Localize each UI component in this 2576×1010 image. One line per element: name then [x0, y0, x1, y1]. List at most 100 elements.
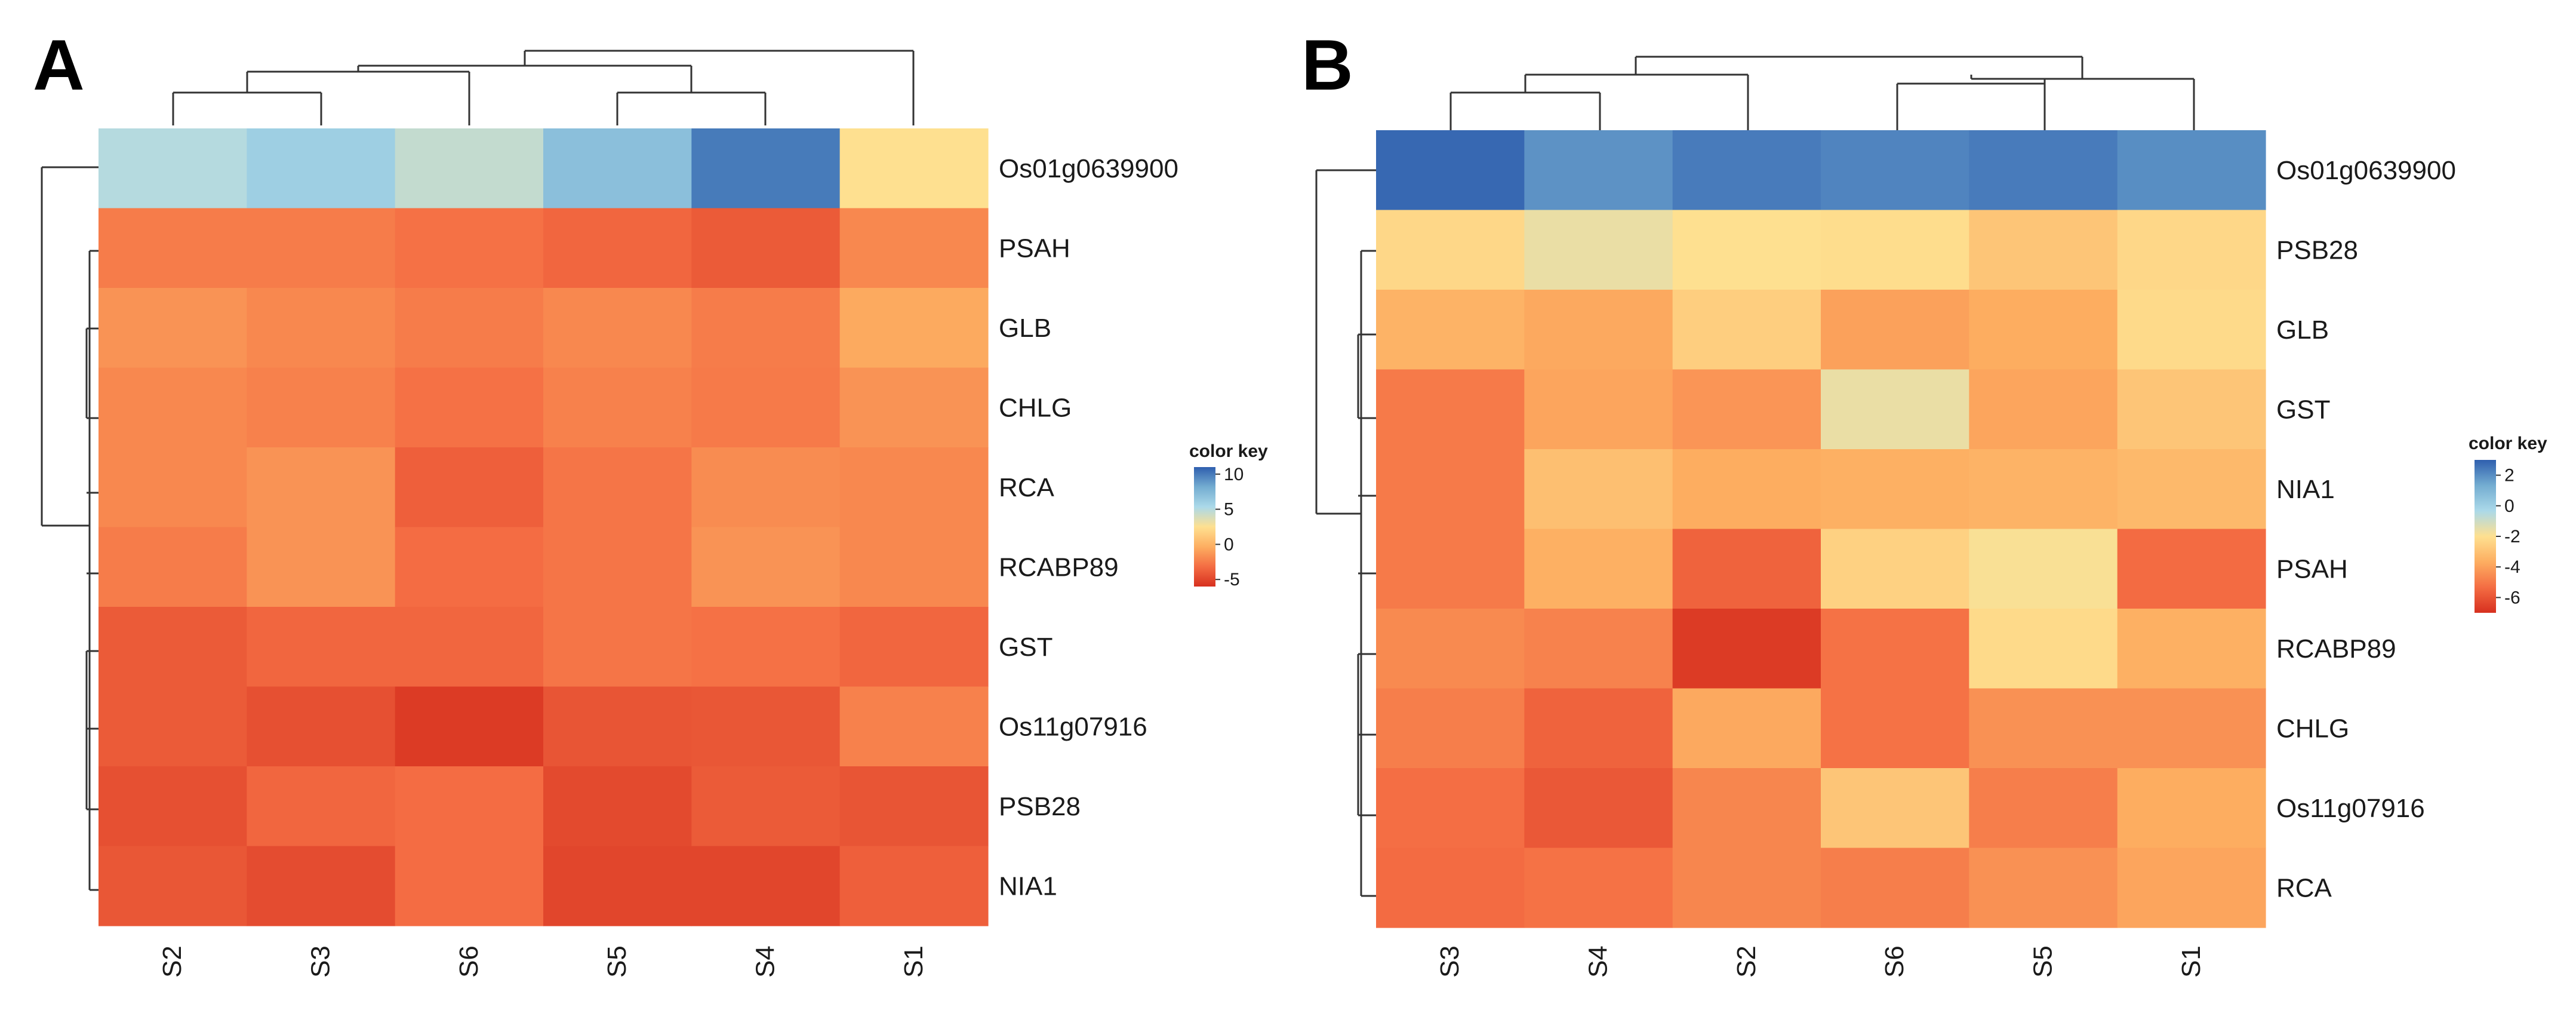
heatmap-cell [2117, 369, 2266, 450]
heatmap-cell [1524, 290, 1673, 370]
heatmap-cell [543, 128, 692, 209]
heatmap-cell [543, 686, 692, 767]
heatmap-cell [1969, 369, 2118, 450]
heatmap-cell [543, 607, 692, 687]
heatmap-cell [691, 288, 841, 369]
row-label: GLB [999, 314, 1051, 343]
heatmap-cell [395, 128, 544, 209]
color-key-tick-label: 10 [1224, 465, 1244, 484]
row-label: CHLG [999, 393, 1072, 422]
heatmap-cell [1672, 130, 1821, 211]
column-label: S1 [2177, 945, 2206, 978]
heatmap-cell [1969, 130, 2118, 211]
heatmap-cell [1821, 290, 1969, 370]
heatmap-cell [1524, 768, 1673, 849]
panel-b: B [1301, 25, 2547, 978]
panel-a-letter: A [33, 25, 85, 105]
heatmap-cell [1969, 290, 2118, 370]
row-label: GST [999, 633, 1052, 662]
row-label: PSAH [999, 234, 1070, 263]
heatmap-cell [839, 128, 989, 209]
column-label: S4 [1584, 945, 1613, 978]
heatmap-cell [247, 527, 396, 607]
heatmap-cell [543, 766, 692, 847]
heatmap-cell [395, 607, 544, 687]
heatmap-cell [839, 288, 989, 369]
panel-b-row-labels: Os01g0639900 PSB28 GLB GST NIA1 PSAH RCABP89 CH… [2276, 156, 2456, 903]
heatmap-cell [1821, 529, 1969, 609]
heatmap-cell [395, 288, 544, 369]
heatmap-cell [395, 766, 544, 847]
heatmap-cell [691, 766, 841, 847]
heatmap-cell [1969, 210, 2118, 290]
heatmap-cell [247, 208, 396, 288]
heatmap-cell [1821, 688, 1969, 769]
row-label: RCABP89 [2276, 634, 2396, 664]
heatmap-cell [247, 128, 396, 209]
column-label: S5 [2029, 945, 2058, 978]
heatmap-cell [395, 686, 544, 767]
row-label: NIA1 [999, 871, 1057, 901]
panel-b-cells [1376, 130, 2266, 928]
heatmap-cell [691, 846, 841, 926]
heatmap-cell [99, 208, 247, 288]
heatmap-cell [543, 447, 692, 528]
heatmap-cell [247, 367, 396, 448]
color-key-tick-label: -4 [2504, 557, 2520, 577]
row-label: Os11g07916 [2276, 794, 2425, 823]
color-key-tick-label: 5 [1224, 500, 1234, 520]
heatmap-cell [2117, 130, 2266, 211]
heatmap-cell [543, 846, 692, 926]
color-key-tick-label: 0 [1224, 535, 1234, 554]
heatmap-cell [1524, 848, 1673, 928]
heatmap-cell [1376, 529, 1525, 609]
heatmap-cell [1376, 848, 1525, 928]
heatmap-cell [1821, 609, 1969, 689]
heatmap-cell [99, 128, 247, 209]
heatmap-cell [1376, 449, 1525, 530]
heatmap-cell [99, 367, 247, 448]
heatmap-cell [2117, 290, 2266, 370]
heatmap-cell [839, 686, 989, 767]
heatmap-cell [543, 208, 692, 288]
heatmap-cell [2117, 609, 2266, 689]
heatmap-cell [1672, 848, 1821, 928]
panel-a-row-dendrogram [41, 166, 99, 891]
heatmap-cell [2117, 210, 2266, 290]
heatmap-cell [1821, 449, 1969, 530]
heatmap-cell [2117, 529, 2266, 609]
heatmap-cell [395, 367, 544, 448]
column-label: S3 [306, 945, 336, 978]
heatmap-cell [839, 766, 989, 847]
panel-a-cells [99, 128, 989, 926]
color-key-tick-label: -5 [1224, 570, 1240, 590]
heatmap-cell [1524, 609, 1673, 689]
heatmap-cell [691, 527, 841, 607]
heatmap-cell [839, 846, 989, 926]
heatmap-cell [1969, 449, 2118, 530]
color-key-tick-label: -6 [2504, 588, 2520, 607]
heatmap-cell [1672, 768, 1821, 849]
heatmap-cell [247, 288, 396, 369]
heatmap-cell [1672, 688, 1821, 769]
row-label: PSB28 [999, 792, 1081, 821]
heatmap-cell [1821, 848, 1969, 928]
row-label: NIA1 [2276, 475, 2335, 504]
heatmap-cell [247, 686, 396, 767]
heatmap-cell [99, 766, 247, 847]
column-label: S2 [1732, 945, 1761, 978]
panel-a-column-labels: S2 S3 S6 S5 S4 S1 [158, 945, 928, 978]
heatmap-cell [1524, 688, 1673, 769]
heatmap-cell [1524, 449, 1673, 530]
panel-b-column-dendrogram [1449, 56, 2195, 130]
heatmap-cell [1376, 369, 1525, 450]
heatmap-cell [839, 447, 989, 528]
heatmap-cell [395, 208, 544, 288]
panel-b-color-key-title: color key [2469, 434, 2547, 453]
heatmap-cell [543, 288, 692, 369]
heatmap-cell [1672, 449, 1821, 530]
panel-b-row-dendrogram [1315, 169, 1376, 897]
row-label: RCA [999, 473, 1055, 502]
heatmap-cell [1376, 768, 1525, 849]
